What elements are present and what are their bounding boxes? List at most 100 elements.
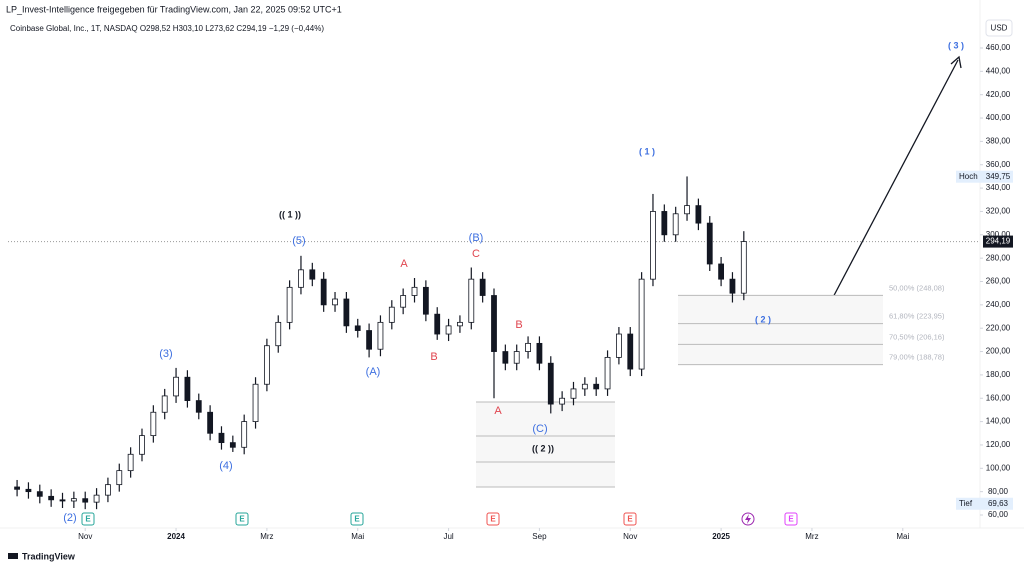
candle-body	[695, 205, 702, 224]
candle-body	[684, 205, 690, 215]
wave-label: (5)	[292, 235, 305, 247]
candle-body	[740, 241, 747, 294]
candle-body	[70, 498, 77, 502]
candle-body	[14, 486, 20, 490]
candle-body	[127, 453, 134, 472]
low-label: 69,63	[988, 499, 1009, 508]
wave-label: C	[472, 248, 480, 260]
y-tick-label: 200,00	[986, 347, 1011, 356]
candle-body	[400, 295, 407, 308]
fib-label: 50,00% (248,08)	[889, 283, 945, 292]
candle-body	[570, 388, 577, 399]
wave-label: ( 2 )	[755, 314, 771, 324]
candle-body	[343, 298, 350, 327]
candle	[70, 491, 77, 508]
earnings-icon[interactable]	[784, 512, 798, 526]
wave-label: (( 1 ))	[279, 209, 301, 219]
earnings-icon[interactable]	[486, 512, 500, 526]
earnings-icon[interactable]	[350, 512, 364, 526]
fib-label: 79,00% (188,78)	[889, 353, 945, 362]
currency-box[interactable]	[985, 19, 1013, 37]
candle	[354, 318, 361, 338]
wave-label: (2)	[63, 512, 76, 524]
candle-body	[388, 306, 395, 323]
candle-body	[59, 499, 66, 502]
candle	[116, 463, 123, 492]
candle	[275, 315, 282, 353]
candle-body	[48, 495, 55, 501]
candle	[82, 491, 89, 510]
candle	[309, 262, 316, 287]
y-tick-label: 340,00	[986, 183, 1011, 192]
candle	[139, 428, 145, 462]
candle-body	[105, 484, 111, 496]
candle	[581, 377, 588, 396]
candle	[241, 414, 248, 455]
candle-body	[457, 321, 463, 327]
y-tick-label: 260,00	[986, 277, 1011, 286]
candle	[229, 435, 236, 452]
candle	[627, 327, 634, 377]
y-tick-label: 400,00	[986, 113, 1011, 122]
candle	[388, 300, 395, 330]
fib-box	[678, 295, 883, 365]
candle-body	[604, 356, 611, 390]
candle	[695, 198, 702, 231]
wave-label: B	[430, 351, 437, 363]
candle	[638, 272, 645, 377]
candle-body	[672, 213, 679, 236]
candle	[207, 405, 214, 441]
candle-body	[36, 491, 43, 497]
earnings-icon[interactable]	[81, 512, 95, 526]
candle-body	[525, 342, 531, 352]
y-tick-label: 120,00	[986, 440, 1011, 449]
candle	[36, 484, 43, 504]
currency[interactable]: USD	[991, 24, 1008, 33]
earnings-icon[interactable]	[623, 512, 637, 526]
candle	[298, 255, 304, 295]
candle	[150, 405, 157, 443]
dividend-icon	[741, 512, 755, 526]
candle-body	[422, 286, 429, 315]
y-tick-label: 460,00	[986, 43, 1011, 52]
candle-body	[616, 333, 622, 358]
candle	[422, 280, 429, 322]
candle-body	[479, 278, 486, 296]
logo	[8, 553, 18, 559]
candle	[525, 336, 531, 359]
y-tick-label: 240,00	[986, 300, 1011, 309]
candle-body	[513, 351, 520, 364]
candle	[616, 327, 622, 365]
candle-body	[298, 269, 304, 288]
y-tick-label: 320,00	[986, 207, 1011, 216]
candle	[536, 336, 543, 371]
candle	[105, 477, 111, 503]
candle-body	[547, 362, 554, 405]
candle-body	[161, 395, 168, 413]
candle	[252, 377, 259, 429]
candle	[59, 492, 66, 508]
earnings-label: E	[627, 515, 633, 524]
x-tick-label: Mai	[896, 532, 909, 541]
wave-label: B	[515, 319, 522, 331]
earnings-label: E	[354, 515, 360, 524]
high-name: Hoch	[959, 172, 978, 181]
candle-body	[332, 298, 338, 306]
candle	[195, 393, 202, 420]
wave-label: ( 3 )	[948, 40, 964, 50]
x-tick-label: Nov	[623, 532, 637, 541]
candle	[366, 323, 372, 358]
candle	[661, 204, 668, 242]
x-tick-label: Mrz	[260, 532, 273, 541]
candle	[457, 315, 463, 333]
candle	[593, 377, 600, 396]
wave-label: (C)	[532, 423, 547, 435]
candle	[706, 216, 713, 271]
y-tick-label: 160,00	[986, 393, 1011, 402]
candle-body	[195, 400, 202, 413]
candle	[332, 292, 338, 312]
earnings-icon[interactable]	[235, 512, 249, 526]
candle-body	[309, 269, 316, 280]
fib-label: 70,50% (206,16)	[889, 332, 945, 341]
candle	[184, 370, 191, 408]
